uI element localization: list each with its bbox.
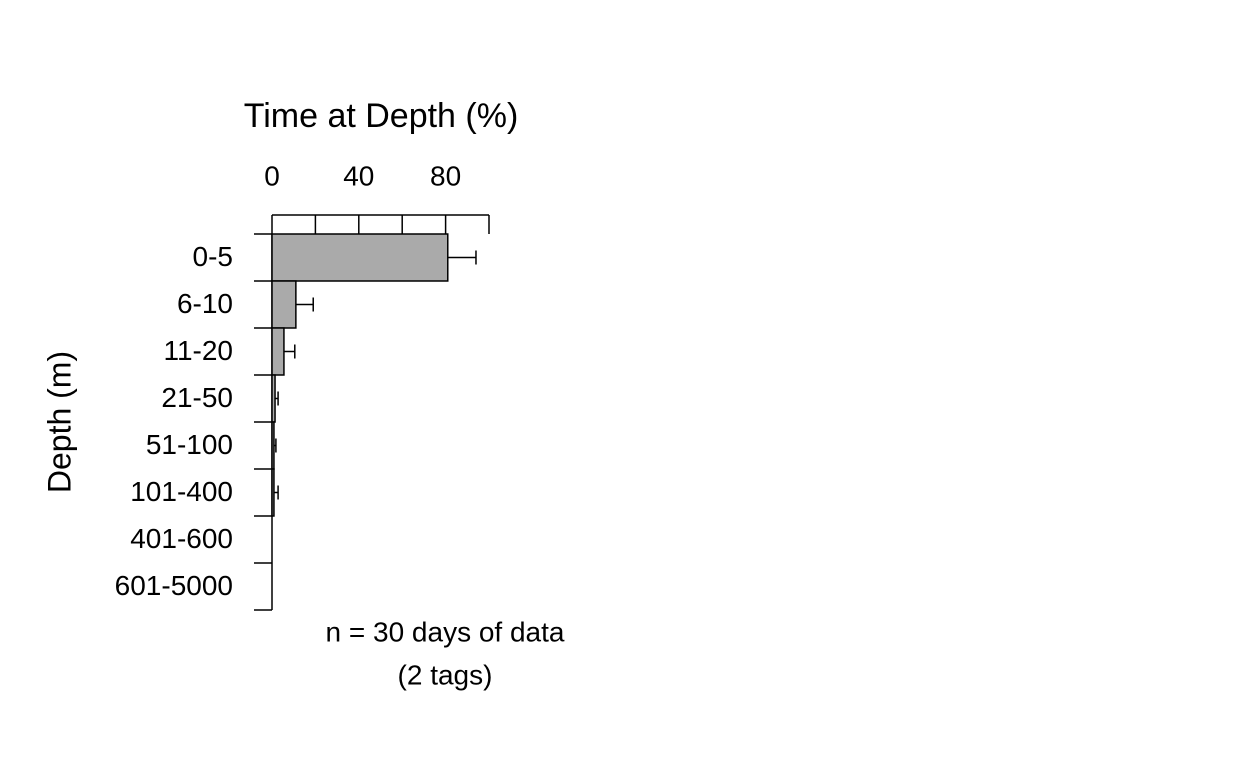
y-tick-label: 6-10 xyxy=(177,288,233,319)
bar xyxy=(271,468,275,517)
bar xyxy=(271,421,275,470)
bar xyxy=(271,327,285,376)
y-tick-label: 21-50 xyxy=(161,382,233,413)
x-tick-label: 0 xyxy=(264,160,280,191)
bar xyxy=(271,233,449,282)
y-tick-label: 101-400 xyxy=(130,476,233,507)
y-tick-label: 601-5000 xyxy=(115,570,233,601)
y-tick-label: 401-600 xyxy=(130,523,233,554)
bar xyxy=(271,374,276,423)
y-tick-label: 0-5 xyxy=(193,241,233,272)
x-tick-label: 80 xyxy=(430,160,461,191)
chart-title: Time at Depth (%) xyxy=(244,97,519,135)
y-tick-label: 11-20 xyxy=(163,335,233,366)
x-tick-label: 40 xyxy=(343,160,374,191)
y-axis-label: Depth (m) xyxy=(41,351,77,493)
y-tick-label: 51-100 xyxy=(146,429,233,460)
bar xyxy=(271,280,297,329)
annotation: n = 30 days of data xyxy=(326,616,565,647)
annotation: (2 tags) xyxy=(398,659,493,690)
